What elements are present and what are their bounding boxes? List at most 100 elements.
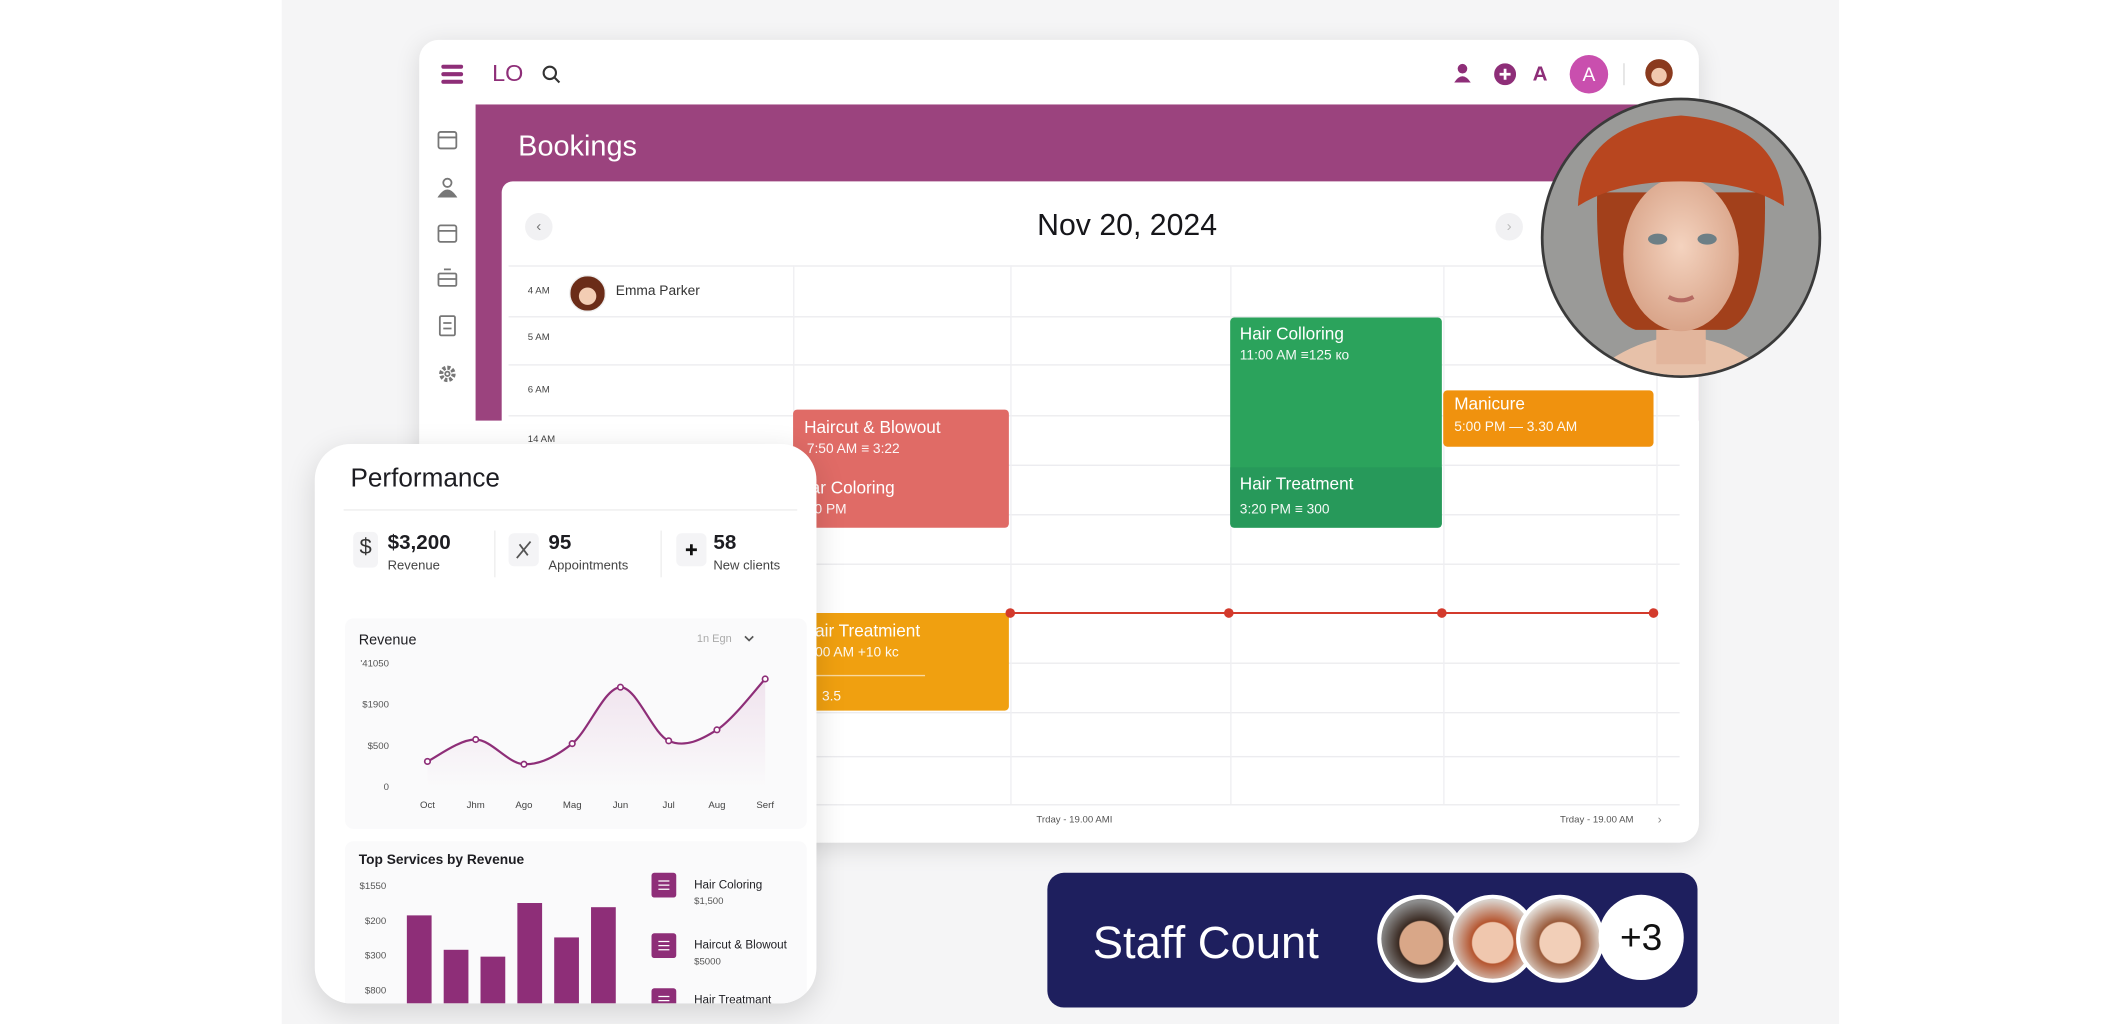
time-label: 6 AM — [527, 385, 550, 396]
grid-row — [508, 415, 1680, 417]
menu-icon[interactable] — [441, 64, 464, 84]
line-point — [520, 760, 528, 768]
x-tick-label: Serf — [756, 800, 774, 811]
account-letter: A — [1532, 62, 1548, 86]
service-value: $5000 — [694, 957, 721, 968]
x-tick-label: Jul — [663, 800, 675, 811]
bar — [480, 956, 506, 1004]
grid-row — [508, 464, 1680, 466]
staff-count-card: Staff Count +3 — [1047, 872, 1698, 1008]
event-title: Hair Treatment — [1239, 474, 1354, 494]
logo: LO — [492, 60, 524, 87]
stat-icon-glyph: $ — [359, 534, 371, 559]
y-tick-label: $1550 — [360, 881, 387, 892]
time-label: 5 AM — [527, 333, 550, 343]
page-title: Bookings — [518, 130, 637, 163]
staff-photo — [569, 274, 607, 313]
service-value: $1,500 — [694, 896, 723, 907]
event-block[interactable]: Haircut & Blowout 7:50 AM ≡ 3:22 lar Col… — [793, 409, 1009, 528]
sidebar-icons[interactable] — [419, 104, 475, 461]
line-point — [761, 675, 769, 683]
event-time: 5:00 PM — 3.30 AM — [1454, 419, 1578, 436]
event-shade — [1230, 467, 1442, 528]
grid-row — [508, 662, 1680, 664]
event-title: lar Coloring — [806, 478, 895, 498]
stat-value: 58 — [713, 531, 737, 555]
event-block[interactable]: air Treatmient 00 AM +10 kc 3.5 — [793, 613, 1009, 711]
stat-icon-glyph — [516, 540, 532, 559]
event-title: Manicure — [1454, 394, 1525, 414]
divider — [1623, 63, 1625, 86]
footer-text: Trday - 19.00 AMI — [1036, 815, 1113, 826]
event-time: 7:50 AM ≡ 3:22 — [806, 441, 900, 458]
y-tick-label: $500 — [368, 741, 389, 752]
performance-panel: Performance $ Revenue 1n Egn '41050 $1900 $5… — [343, 463, 807, 1004]
event-time: 11:00 AM ≡125 кo — [1239, 348, 1350, 364]
stat-icon — [353, 531, 378, 568]
grid-row — [508, 711, 1680, 714]
x-tick-label: Mag — [563, 800, 582, 811]
event-time: 3:20 PM ≡ 300 — [1239, 502, 1330, 518]
add-icon[interactable] — [1494, 63, 1517, 86]
event-title: Haircut & Blowout — [804, 417, 941, 438]
staff-count-title: Staff Count — [1092, 916, 1319, 968]
line-point — [665, 737, 673, 745]
footer-next[interactable]: › — [1657, 812, 1662, 827]
grid-row — [508, 316, 1680, 318]
y-tick-label: 0 — [384, 782, 389, 793]
bar — [554, 937, 579, 1004]
footer-text: Trday - 19.00 AM — [1560, 815, 1634, 826]
y-tick-label: $800 — [365, 985, 386, 996]
grid-row — [508, 265, 1680, 267]
stat-icon-glyph — [685, 544, 697, 556]
line-point — [713, 726, 721, 734]
service-name: Haircut & Blowout — [694, 939, 788, 952]
filter-chevron — [744, 635, 754, 642]
y-tick-label: '41050 — [360, 658, 389, 669]
staff-name: Emma Parker — [615, 283, 700, 299]
time-label: 4 AM — [527, 286, 550, 297]
performance-card: Performance $ Revenue 1n Egn '41050 $1900 $5… — [314, 443, 817, 1004]
chart-title: Revenue — [359, 632, 417, 648]
search-icon[interactable] — [542, 65, 561, 84]
grid-column — [1010, 265, 1012, 805]
stat-label: Revenue — [387, 558, 440, 574]
chart-title: Top Services by Revenue — [359, 852, 525, 867]
user-icon[interactable] — [1453, 63, 1472, 83]
grid-row — [508, 563, 1680, 565]
stat-value: $3,200 — [387, 531, 451, 555]
staff-photo — [1516, 894, 1605, 983]
bar — [591, 907, 616, 1004]
grid-column — [1656, 265, 1658, 805]
chart-filter[interactable]: 1n Egn — [697, 633, 732, 645]
event-title: air Treatmient — [815, 621, 921, 641]
stat-value: 95 — [548, 531, 572, 555]
line-point — [568, 740, 576, 748]
service-icon — [651, 988, 677, 1004]
bar — [443, 949, 469, 1004]
bar — [517, 903, 543, 1004]
user-photo[interactable] — [1645, 59, 1673, 87]
avatar[interactable]: A — [1569, 54, 1609, 94]
grid-row — [508, 755, 1680, 758]
x-tick-label: Aug — [708, 800, 725, 811]
y-tick-label: $200 — [365, 916, 386, 927]
event-time: 00 AM +10 kc — [815, 645, 899, 661]
event-block[interactable]: Manicure 5:00 PM — 3.30 AM — [1443, 390, 1654, 447]
prev-button[interactable]: ‹ — [525, 213, 553, 241]
event-block[interactable]: Hair Colloring 11:00 AM ≡125 кo Hair Tre… — [1230, 317, 1442, 528]
next-button[interactable]: › — [1495, 213, 1523, 241]
staff-more[interactable]: +3 — [1598, 894, 1684, 981]
grid-row — [508, 514, 1680, 516]
grid-column — [1230, 265, 1232, 805]
stat-label: New clients — [713, 558, 781, 574]
x-tick-label: Ago — [515, 800, 532, 811]
grid-column — [1443, 265, 1445, 805]
portrait-photo — [1540, 97, 1822, 378]
x-tick-label: Oct — [420, 800, 435, 811]
y-tick-label: $1900 — [362, 700, 389, 711]
time-label: 14 AM — [527, 435, 556, 445]
service-icon-glyph — [658, 940, 670, 951]
event-divider — [815, 674, 926, 677]
